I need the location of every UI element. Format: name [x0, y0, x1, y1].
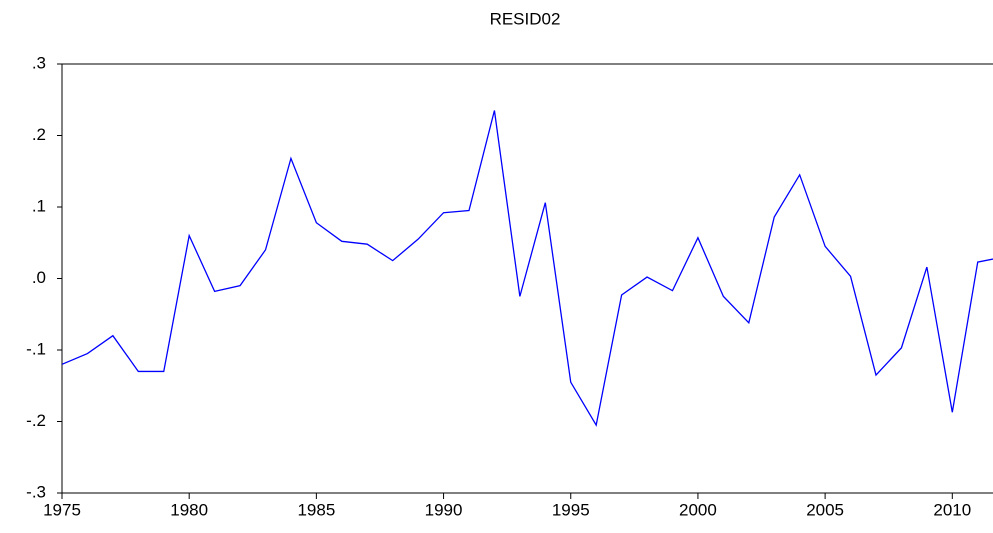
y-tick-label: .1: [32, 196, 46, 215]
y-tick-label: -.2: [26, 411, 46, 430]
data-line: [62, 110, 993, 427]
x-tick-label: 2000: [679, 500, 717, 519]
chart-title: RESID02: [490, 9, 561, 28]
x-tick-label: 1980: [170, 500, 208, 519]
x-tick-label: 1995: [552, 500, 590, 519]
y-tick-label: -.1: [26, 339, 46, 358]
x-tick-label: 1990: [425, 500, 463, 519]
y-tick-label: -.3: [26, 482, 46, 501]
y-tick-label: .0: [32, 268, 46, 287]
x-tick-label: 1985: [297, 500, 335, 519]
x-tick-label: 2010: [933, 500, 971, 519]
y-tick-label: .2: [32, 125, 46, 144]
y-tick-label: .3: [32, 53, 46, 72]
x-tick-label: 1975: [43, 500, 81, 519]
x-tick-label: 2005: [806, 500, 844, 519]
